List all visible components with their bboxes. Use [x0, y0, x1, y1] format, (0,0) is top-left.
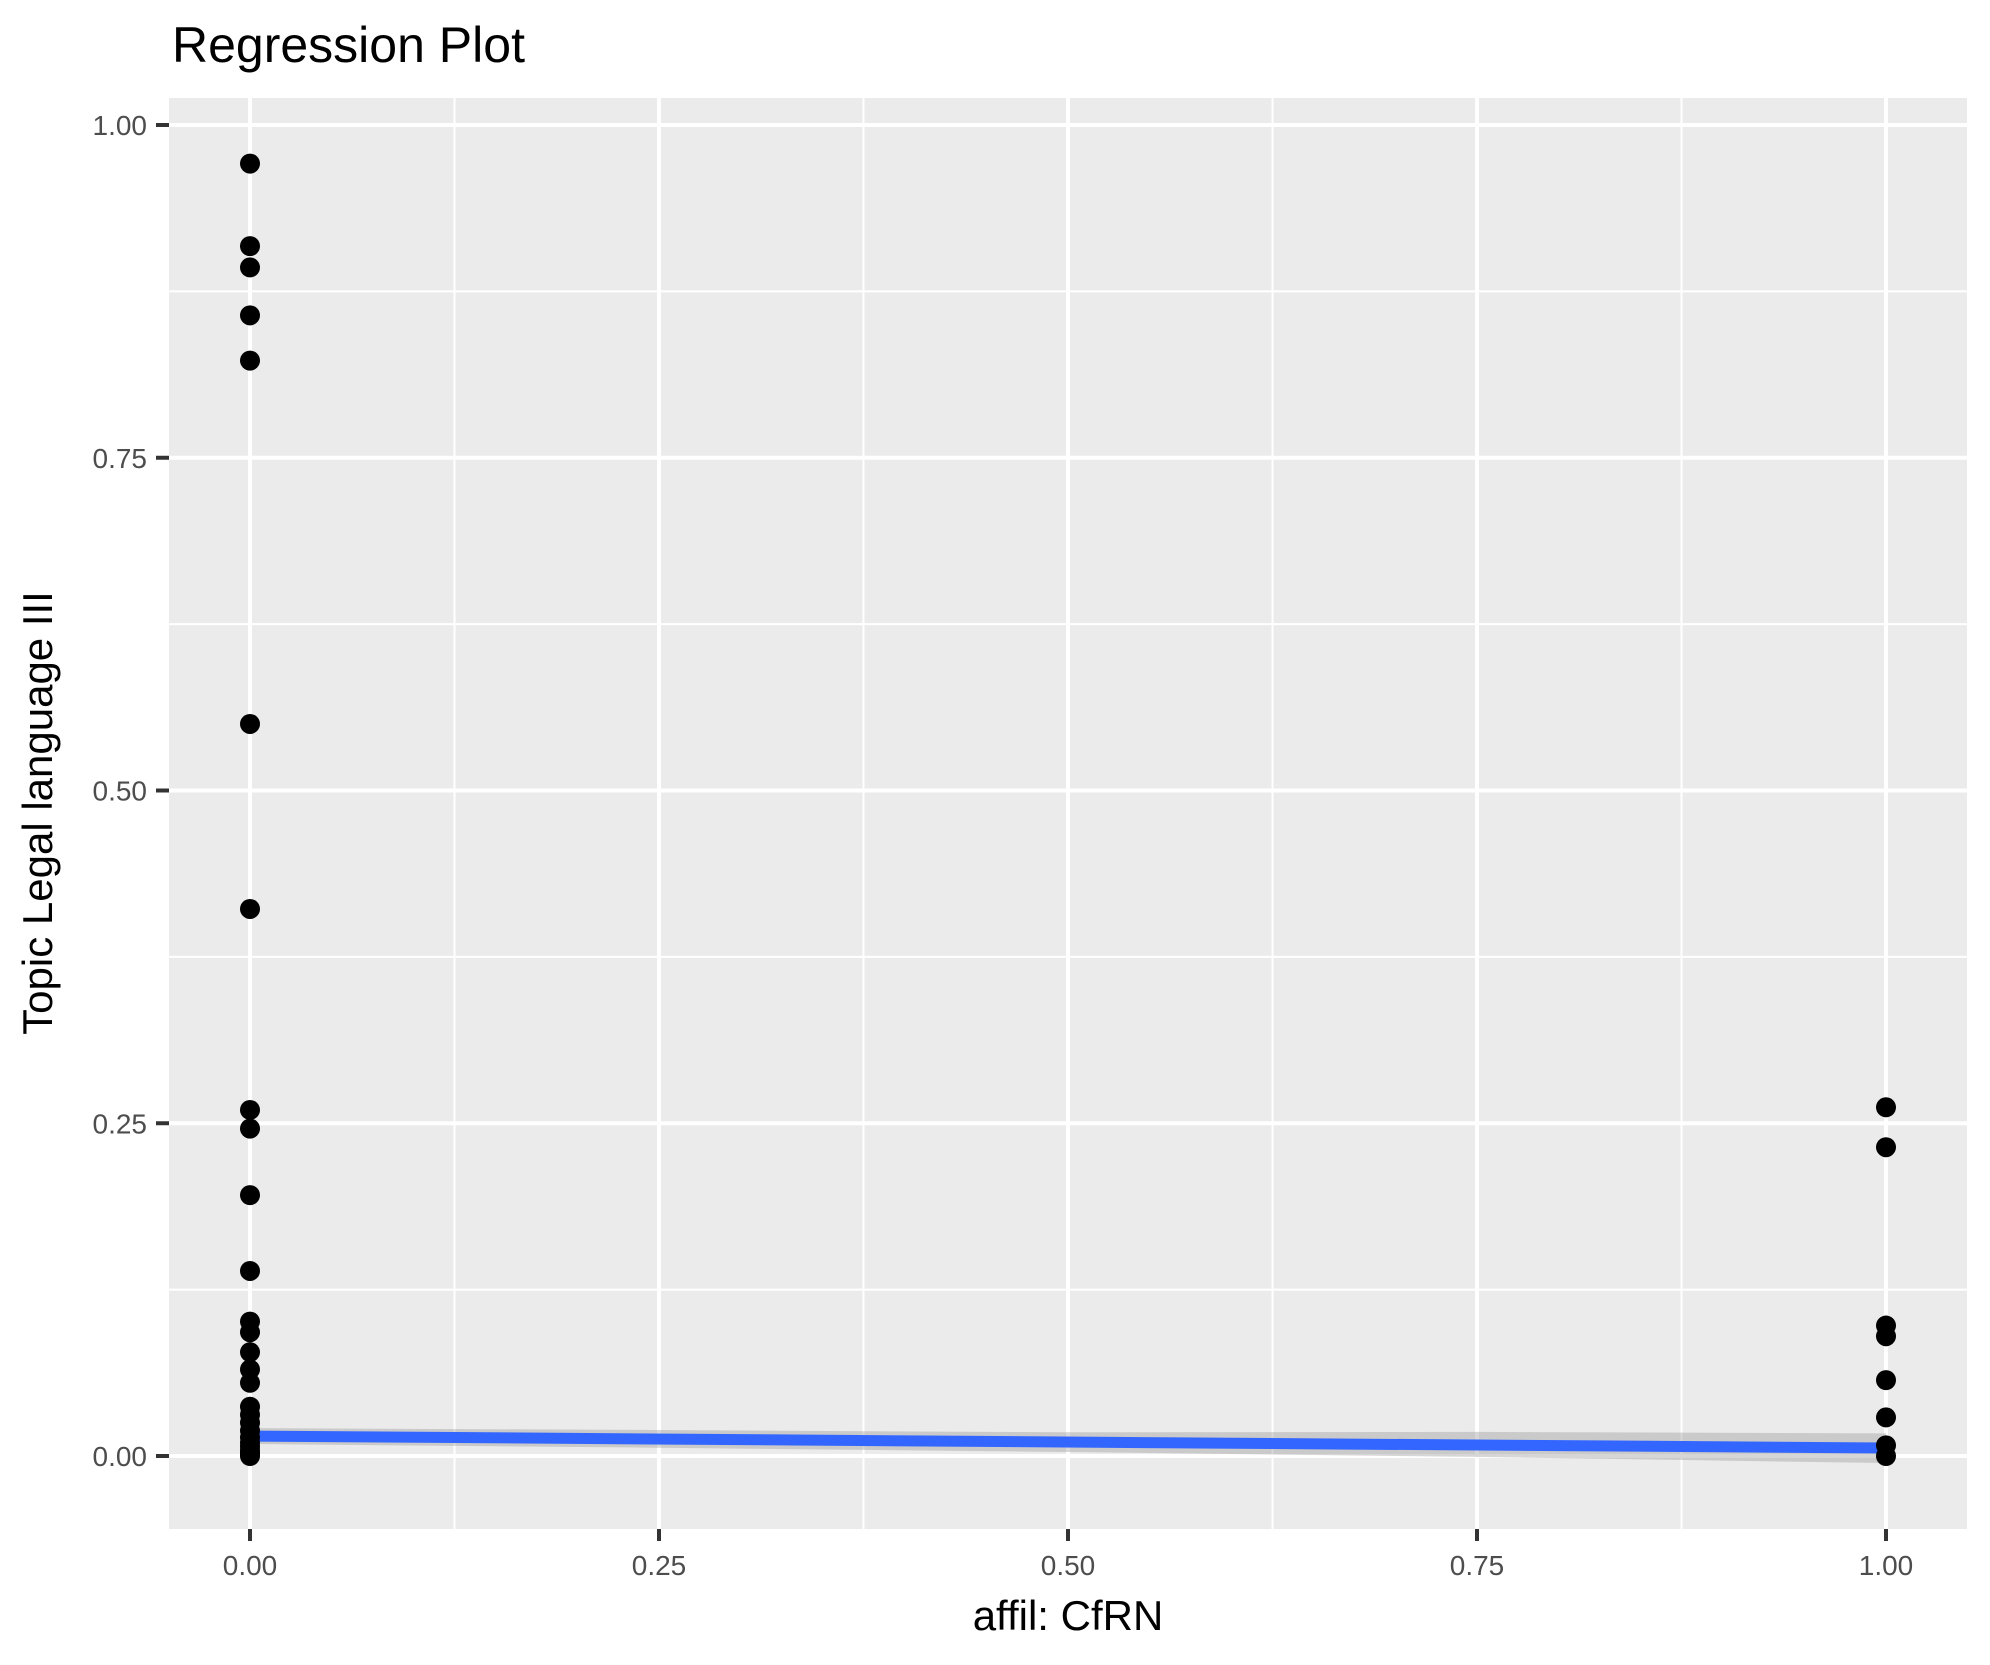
data-point [240, 350, 260, 371]
data-point [240, 1260, 260, 1281]
x-tick-label: 0.50 [1041, 1550, 1096, 1581]
regression-line [249, 1430, 1887, 1454]
x-axis-tick-labels: 0.00 0.25 0.50 0.75 1.00 [223, 1550, 1914, 1581]
y-axis-tick-labels: 0.00 0.25 0.50 0.75 1.00 [93, 110, 148, 1472]
data-point [240, 257, 260, 278]
data-point [240, 713, 260, 734]
y-tick-label: 0.75 [93, 443, 148, 474]
data-point [240, 153, 260, 174]
x-axis-ticks [248, 1529, 1888, 1541]
x-tick-label: 0.00 [223, 1550, 278, 1581]
data-point [240, 1372, 260, 1393]
data-point [1876, 1097, 1896, 1118]
y-axis-title: Topic Legal language III [14, 591, 61, 1035]
y-tick-label: 1.00 [93, 110, 148, 141]
x-axis-title: affil: CfRN [973, 1592, 1164, 1639]
data-point [240, 1118, 260, 1139]
data-point [1876, 1407, 1896, 1428]
y-tick-label: 0.50 [93, 776, 148, 807]
data-point [1876, 1326, 1896, 1347]
plot-title: Regression Plot [172, 17, 525, 73]
y-tick-label: 0.00 [93, 1441, 148, 1472]
x-tick-label: 0.25 [632, 1550, 687, 1581]
y-axis-ticks [156, 123, 169, 1458]
x-tick-label: 0.75 [1450, 1550, 1505, 1581]
data-point [240, 1185, 260, 1206]
data-point [240, 1322, 260, 1343]
regression-line-group [249, 1430, 1887, 1454]
data-point [240, 1446, 260, 1466]
data-point [240, 305, 260, 326]
data-point [240, 898, 260, 919]
data-point [1876, 1370, 1896, 1391]
data-point [1876, 1137, 1896, 1158]
y-tick-label: 0.25 [93, 1108, 148, 1139]
data-point [1876, 1446, 1896, 1466]
points-group [240, 153, 1896, 1466]
x-tick-label: 1.00 [1859, 1550, 1914, 1581]
data-point [240, 1342, 260, 1363]
grid-major [169, 98, 1967, 1529]
data-point [240, 1099, 260, 1120]
data-point [240, 236, 260, 257]
